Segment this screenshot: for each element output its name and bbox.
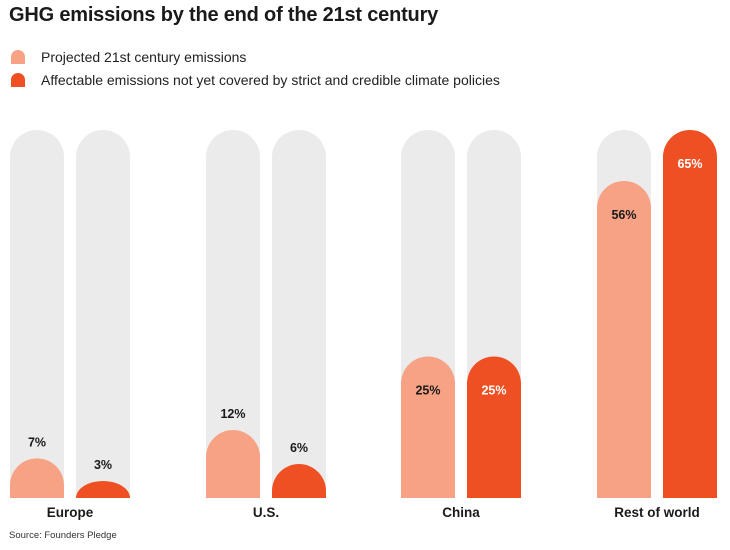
data-label-0-0: 7% <box>28 435 46 449</box>
track-0-0 <box>10 130 64 498</box>
bar-0-0 <box>10 458 64 498</box>
legend-item-affectable: Affectable emissions not yet covered by … <box>11 68 500 91</box>
chart-title: GHG emissions by the end of the 21st cen… <box>9 4 439 26</box>
bar-3-1 <box>663 130 717 498</box>
bar-0-1 <box>76 481 130 498</box>
data-label-2-0: 25% <box>415 383 440 397</box>
data-label-3-1: 65% <box>677 157 702 171</box>
category-label-2: China <box>442 505 480 520</box>
bar-3-0 <box>597 180 651 498</box>
track-1-1 <box>272 130 326 498</box>
data-label-1-0: 12% <box>220 407 245 421</box>
legend-swatch-projected <box>11 49 25 64</box>
legend-swatch-affectable <box>11 72 25 87</box>
data-label-0-1: 3% <box>94 458 112 472</box>
legend: Projected 21st century emissions Affecta… <box>11 45 500 91</box>
category-label-3: Rest of world <box>614 505 700 520</box>
bar-1-1 <box>272 464 326 498</box>
bar-1-0 <box>206 430 260 498</box>
data-label-2-1: 25% <box>481 383 506 397</box>
category-label-1: U.S. <box>253 505 279 520</box>
legend-item-projected: Projected 21st century emissions <box>11 45 500 68</box>
track-1-0 <box>206 130 260 498</box>
data-label-1-1: 6% <box>290 441 308 455</box>
data-label-3-0: 56% <box>611 208 636 222</box>
track-0-1 <box>76 130 130 498</box>
category-label-0: Europe <box>47 505 94 520</box>
bar-2-1 <box>467 356 521 498</box>
source-note: Source: Founders Pledge <box>9 530 117 541</box>
bar-2-0 <box>401 356 455 498</box>
legend-label-projected: Projected 21st century emissions <box>41 48 247 65</box>
legend-label-affectable: Affectable emissions not yet covered by … <box>41 71 500 88</box>
